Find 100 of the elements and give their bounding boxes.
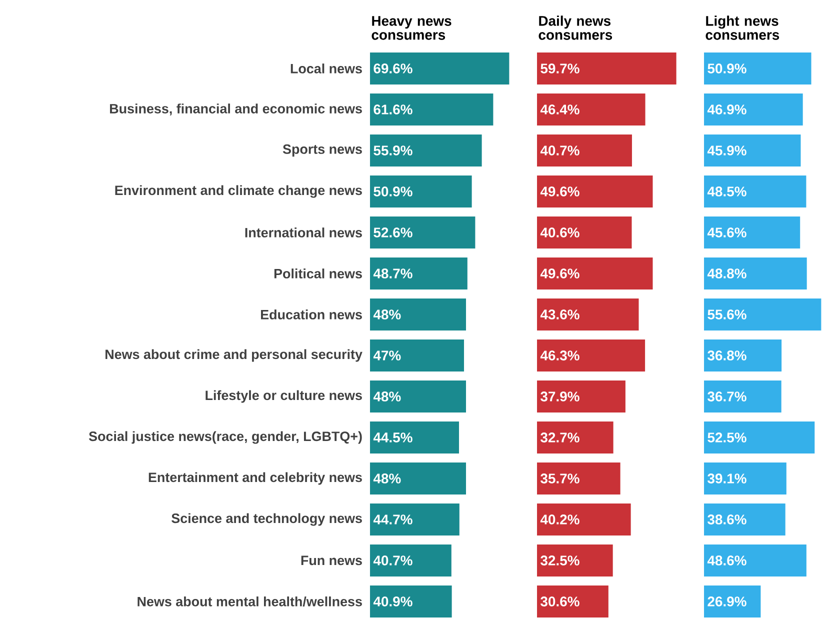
- data-label: 47%: [373, 350, 401, 360]
- bar: [370, 134, 482, 166]
- bar: [370, 504, 460, 536]
- data-label: 55.9%: [374, 146, 412, 156]
- bar: [537, 504, 631, 536]
- data-label: 40.6%: [540, 228, 580, 238]
- bar: [370, 94, 494, 126]
- bar: [370, 176, 472, 208]
- y-tick-label: Lifestyle or culture news: [206, 390, 362, 403]
- y-tick-label: Political news: [274, 268, 362, 278]
- bar: [537, 586, 608, 618]
- data-label: 48.6%: [707, 556, 746, 566]
- data-label: 50.9%: [374, 186, 412, 196]
- data-label: 61.6%: [374, 104, 412, 114]
- y-tick-label: News about crime and personal security: [106, 349, 362, 362]
- bar: [370, 422, 460, 454]
- data-label: 48.5%: [707, 186, 746, 196]
- data-label: 37.9%: [540, 392, 580, 402]
- bar: [537, 298, 639, 330]
- bar: [370, 586, 452, 618]
- bar: [537, 258, 653, 290]
- y-tick-label: Fun news: [301, 556, 362, 566]
- y-tick-label: Environment and climate change news: [115, 185, 362, 198]
- data-label: 55.6%: [708, 310, 746, 320]
- data-label: 35.7%: [540, 474, 580, 484]
- bar: [537, 94, 646, 126]
- data-label: 40.9%: [373, 596, 412, 606]
- data-label: 49.6%: [540, 186, 580, 196]
- bar: [704, 340, 782, 372]
- chart-title: Light news consumers: [706, 16, 780, 40]
- bar: [370, 216, 476, 248]
- bar: [704, 462, 786, 494]
- bar: [704, 422, 815, 454]
- bar: [370, 340, 464, 372]
- y-tick-label: Business, financial and economic news: [110, 104, 362, 116]
- data-label: 26.9%: [708, 596, 746, 606]
- data-label: 48.8%: [707, 268, 746, 278]
- data-label: 32.7%: [540, 432, 580, 442]
- bar: [704, 258, 807, 290]
- data-label: 46.4%: [540, 104, 580, 114]
- bar: [537, 422, 614, 454]
- data-label: 40.7%: [540, 146, 580, 156]
- data-label: 40.2%: [540, 514, 580, 524]
- data-label: 52.6%: [374, 228, 412, 238]
- bar: [704, 176, 806, 208]
- bar: [537, 216, 632, 248]
- data-label: 48.7%: [373, 268, 412, 278]
- data-label: 36.7%: [708, 392, 746, 402]
- data-label: 40.7%: [373, 556, 412, 566]
- data-label: 44.7%: [373, 514, 412, 524]
- data-label: 46.9%: [707, 104, 746, 114]
- data-label: 50.9%: [708, 64, 746, 74]
- data-label: 46.3%: [540, 350, 580, 360]
- data-label: 36.8%: [708, 350, 746, 360]
- data-label: 45.9%: [707, 146, 746, 156]
- bar: [704, 52, 812, 84]
- data-label: 30.6%: [540, 596, 580, 606]
- bar: [537, 380, 626, 412]
- bar: [704, 94, 803, 126]
- data-label: 38.6%: [708, 514, 746, 524]
- data-label: 32.5%: [540, 556, 580, 566]
- y-tick-label: Social justice news(race, gender, LGBTQ+): [88, 431, 362, 444]
- bar: [370, 544, 452, 576]
- chart-title: Heavy news consumers: [372, 16, 452, 40]
- bar: [370, 258, 468, 290]
- data-label: 48%: [373, 474, 401, 484]
- y-tick-label: Local news: [290, 64, 362, 74]
- bar: [704, 216, 800, 248]
- data-label: 48%: [373, 392, 401, 402]
- y-tick-label: Education news: [261, 310, 362, 320]
- data-label: 52.5%: [708, 432, 746, 442]
- data-label: 59.7%: [540, 64, 580, 74]
- bar: [537, 134, 632, 166]
- bar: [370, 380, 466, 412]
- bar: [370, 462, 466, 494]
- bar: [537, 340, 646, 372]
- y-tick-label: Sports news: [282, 144, 362, 157]
- y-tick-label: Entertainment and celebrity news: [148, 472, 362, 485]
- bar: [537, 544, 613, 576]
- bar: [704, 586, 761, 618]
- bar: [537, 52, 676, 84]
- data-label: 43.6%: [540, 310, 580, 320]
- data-label: 44.5%: [373, 432, 412, 442]
- data-label: 48%: [373, 310, 401, 320]
- bar: [537, 462, 620, 494]
- data-label: 69.6%: [374, 64, 412, 74]
- data-label: 39.1%: [708, 474, 746, 484]
- y-tick-label: International news: [245, 228, 362, 238]
- data-label: 49.6%: [540, 268, 580, 278]
- y-tick-label: Science and technology news: [172, 513, 362, 526]
- bar: [704, 134, 801, 166]
- bar: [704, 504, 786, 536]
- bar: [370, 298, 466, 330]
- bar: [704, 298, 822, 330]
- chart-title: Daily news consumers: [538, 16, 612, 40]
- bar: [704, 380, 782, 412]
- data-label: 45.6%: [707, 228, 746, 238]
- y-tick-label: News about mental health/wellness: [138, 596, 362, 606]
- bar: [537, 176, 653, 208]
- bar: [370, 52, 510, 84]
